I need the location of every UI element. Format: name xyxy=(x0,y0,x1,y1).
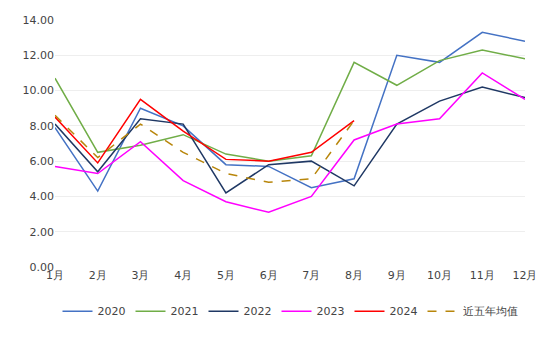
svg-text:2023: 2023 xyxy=(317,305,345,318)
svg-text:12月: 12月 xyxy=(513,269,538,282)
svg-text:12.00: 12.00 xyxy=(23,49,55,62)
svg-text:4月: 4月 xyxy=(174,269,192,282)
svg-text:5月: 5月 xyxy=(217,269,235,282)
svg-text:6月: 6月 xyxy=(260,269,278,282)
svg-text:2020: 2020 xyxy=(98,305,126,318)
svg-text:8.00: 8.00 xyxy=(30,120,55,133)
svg-text:10月: 10月 xyxy=(427,269,452,282)
svg-text:2024: 2024 xyxy=(390,305,418,318)
svg-text:11月: 11月 xyxy=(470,269,495,282)
svg-text:10.00: 10.00 xyxy=(23,84,55,97)
svg-text:2月: 2月 xyxy=(89,269,107,282)
svg-text:近五年均值: 近五年均值 xyxy=(463,305,518,318)
svg-text:3月: 3月 xyxy=(131,269,149,282)
svg-text:8月: 8月 xyxy=(345,269,363,282)
svg-text:2022: 2022 xyxy=(244,305,272,318)
svg-text:2.00: 2.00 xyxy=(30,226,55,239)
svg-text:1月: 1月 xyxy=(46,269,64,282)
svg-text:6.00: 6.00 xyxy=(30,155,55,168)
svg-text:2021: 2021 xyxy=(171,305,199,318)
svg-text:4.00: 4.00 xyxy=(30,190,55,203)
svg-text:7月: 7月 xyxy=(302,269,320,282)
svg-text:14.00: 14.00 xyxy=(23,14,55,27)
svg-text:9月: 9月 xyxy=(388,269,406,282)
svg-text:0.00: 0.00 xyxy=(30,261,55,274)
